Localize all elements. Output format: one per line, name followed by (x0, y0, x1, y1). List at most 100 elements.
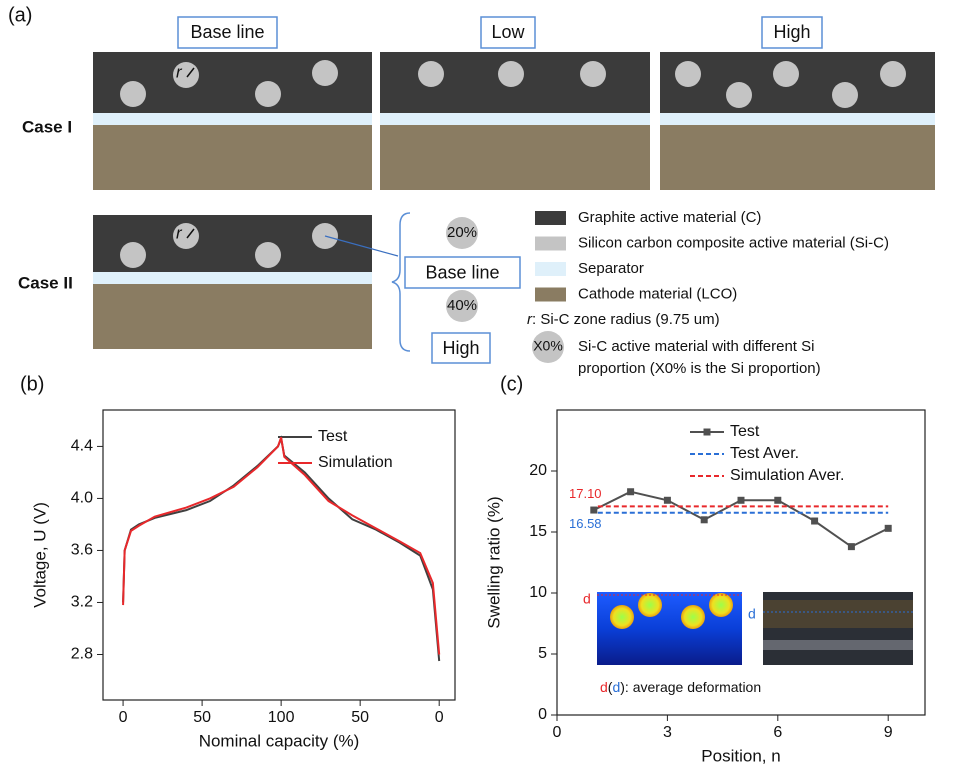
separator-layer (380, 113, 650, 125)
column-title: High (773, 22, 810, 42)
case-box (177, 16, 278, 49)
deformation-note-part: d (612, 679, 620, 695)
case-box (761, 16, 823, 49)
legend-label: Test Aver. (730, 445, 799, 462)
legend-marker (703, 428, 711, 436)
option-box (404, 256, 521, 289)
data-marker (884, 524, 892, 532)
si-c-particle (726, 82, 752, 108)
si-c-particle (255, 81, 281, 107)
x-tick-label: 0 (119, 709, 128, 726)
si-c-particle (120, 242, 146, 268)
radius-note-symbol: r (527, 311, 533, 328)
deformation-symbol: d (583, 591, 591, 607)
percent-label: 40% (447, 297, 477, 314)
radius-note: r: Si-C zone radius (9.75 um) (527, 311, 720, 328)
si-c-particle (580, 61, 606, 87)
legend-label: Separator (578, 260, 644, 277)
x-tick-label: 6 (773, 724, 782, 741)
data-marker (590, 506, 598, 514)
proportion-note: Si-C active material with different Si (578, 338, 814, 355)
x-tick-label: 0 (553, 724, 562, 741)
radius-arrow (186, 67, 195, 78)
inset-particle (709, 593, 733, 617)
cathode-layer (93, 284, 372, 349)
cathode-layer (380, 125, 650, 190)
y-tick-label: 0 (538, 706, 547, 723)
plot-frame (102, 409, 456, 701)
data-line (122, 436, 441, 655)
x-axis-title: Position, n (701, 746, 780, 765)
pointer-arrow (324, 235, 399, 257)
radius-note-text: : Si-C zone radius (9.75 um) (532, 311, 720, 328)
radius-symbol: r (176, 62, 183, 81)
si-c-particle (832, 82, 858, 108)
legend-label: Test (730, 423, 760, 440)
option-label: Base line (425, 262, 499, 282)
reference-label: 16.58 (569, 516, 602, 531)
y-tick-label: 20 (529, 462, 547, 479)
legend-label: Test (318, 428, 348, 445)
test-image-layer (763, 640, 913, 650)
case-box (480, 16, 536, 49)
y-axis-title: Voltage, U (V) (30, 502, 49, 608)
data-marker (811, 517, 819, 525)
radius-arrow (186, 228, 195, 239)
panel-label: (c) (500, 373, 523, 395)
legend-swatch (535, 211, 566, 225)
row-label: Case II (18, 273, 73, 292)
panel-label: (b) (20, 373, 44, 395)
x-tick-label: 3 (663, 724, 672, 741)
si-c-particle (773, 61, 799, 87)
y-tick-label: 5 (538, 645, 547, 662)
legend-swatch (535, 262, 566, 276)
deformation-symbol: d (748, 606, 756, 622)
plot-frame (556, 409, 926, 716)
panel-label: (a) (8, 4, 32, 26)
option-box (431, 332, 491, 364)
data-marker (700, 516, 708, 524)
y-tick-label: 2.8 (71, 646, 93, 663)
y-axis-title: Swelling ratio (%) (484, 496, 503, 628)
si-c-particle (675, 61, 701, 87)
x-tick-label: 0 (435, 709, 444, 726)
x-tick-label: 50 (351, 709, 369, 726)
radius-symbol: r (176, 223, 183, 242)
brace (391, 212, 411, 352)
inset-particle (681, 605, 705, 629)
proportion-symbol: X0% (533, 338, 563, 354)
cathode-layer (660, 125, 935, 190)
si-c-particle (880, 61, 906, 87)
inset-images (597, 592, 913, 665)
si-c-particle (255, 242, 281, 268)
data-marker (627, 488, 635, 496)
si-c-particle (532, 331, 564, 363)
x-tick-label: 50 (193, 709, 211, 726)
si-c-particle (498, 61, 524, 87)
percent-label: 20% (447, 224, 477, 241)
separator-layer (93, 272, 372, 284)
column-title: Low (491, 22, 525, 42)
y-tick-label: 4.0 (71, 490, 93, 507)
deformation-note-part: ( (608, 679, 613, 695)
legend-label: Cathode material (LCO) (578, 285, 737, 302)
x-tick-label: 100 (268, 709, 295, 726)
test-image-layer (763, 600, 913, 628)
deformation-note: d(d): average deformation (600, 679, 761, 695)
separator-layer (93, 113, 372, 125)
data-marker (663, 496, 671, 504)
y-tick-label: 3.2 (71, 594, 93, 611)
row-label: Case I (22, 117, 72, 136)
data-marker (737, 496, 745, 504)
y-tick-label: 10 (529, 584, 547, 601)
si-c-particle (120, 81, 146, 107)
deformation-note-part: ): average deformation (620, 679, 761, 695)
si-c-particle (173, 62, 199, 88)
column-title: Base line (190, 22, 264, 42)
y-tick-label: 3.6 (71, 542, 93, 559)
data-line (122, 435, 441, 662)
data-marker (774, 496, 782, 504)
y-tick-label: 4.4 (71, 438, 93, 455)
option-label: High (442, 338, 479, 358)
